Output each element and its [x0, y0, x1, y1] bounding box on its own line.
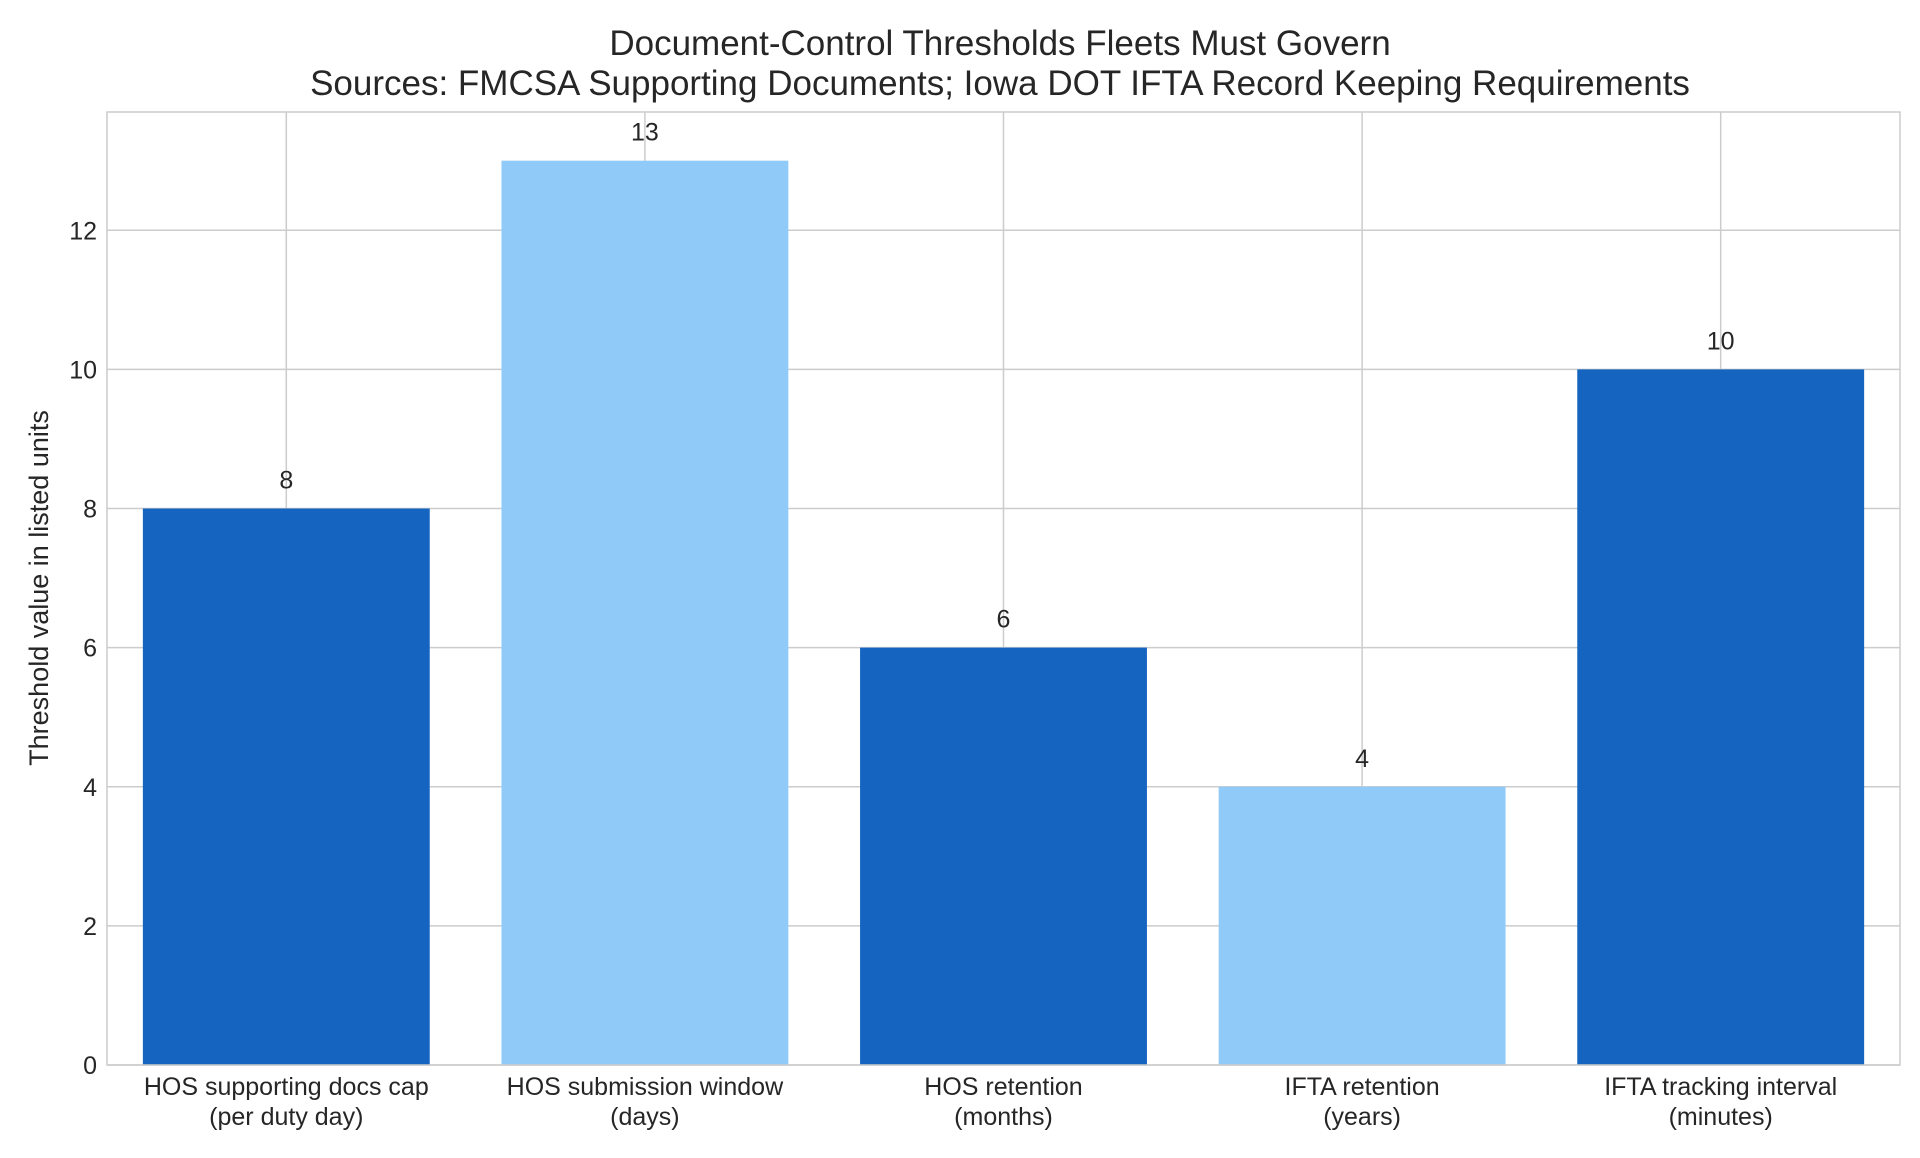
data-label: 4: [1355, 745, 1369, 773]
x-tick-label-line: IFTA retention: [1285, 1073, 1440, 1101]
y-tick-label: 12: [69, 217, 97, 245]
x-tick-label: HOS retention (months): [924, 1073, 1082, 1131]
x-tick-label-line: HOS supporting docs cap: [144, 1073, 429, 1101]
x-tick-label-line: (days): [610, 1103, 679, 1131]
bar: [142, 508, 430, 1065]
y-tick-label: 8: [83, 496, 97, 524]
chart-subtitle: Sources: FMCSA Supporting Documents; Iow…: [310, 64, 1690, 103]
x-axis-ticks: HOS supporting docs cap (per duty day)HOS…: [144, 1073, 1837, 1131]
bars: [142, 160, 1865, 1066]
x-tick-label-line: HOS submission window: [507, 1073, 784, 1101]
x-tick-label: IFTA retention (years): [1285, 1073, 1440, 1131]
y-tick-label: 4: [83, 774, 97, 802]
x-tick-label-line: (per duty day): [209, 1103, 363, 1131]
x-tick-label-line: IFTA tracking interval: [1604, 1073, 1837, 1101]
data-labels: 8 13 6 4 10: [279, 119, 1734, 773]
data-label: 10: [1707, 327, 1735, 355]
bar: [1577, 369, 1865, 1066]
x-tick-label-line: HOS retention: [924, 1073, 1082, 1101]
x-tick-label: HOS submission window (days): [507, 1073, 784, 1131]
bar: [1218, 786, 1506, 1065]
chart-title: Document-Control Thresholds Fleets Must …: [609, 24, 1390, 63]
x-tick-label-line: (months): [954, 1103, 1053, 1131]
x-tick-label-line: (years): [1323, 1103, 1401, 1131]
y-tick-label: 0: [83, 1052, 97, 1080]
y-tick-label: 2: [83, 913, 97, 941]
y-tick-label: 10: [69, 356, 97, 384]
y-axis-label: Threshold value in listed units: [24, 410, 54, 766]
plot-frame: [106, 111, 1901, 1066]
x-tick-label: HOS supporting docs cap (per duty day): [144, 1073, 429, 1131]
x-tick-label: IFTA tracking interval (minutes): [1604, 1073, 1837, 1131]
data-label: 8: [279, 467, 293, 495]
bar: [501, 160, 789, 1066]
x-tick-label-line: (minutes): [1669, 1103, 1773, 1131]
y-axis-ticks: 0 2 4 6 8 10 12: [69, 217, 97, 1080]
data-label: 6: [997, 606, 1011, 634]
data-label: 13: [631, 119, 659, 147]
y-tick-label: 6: [83, 635, 97, 663]
bar: [860, 647, 1147, 1065]
